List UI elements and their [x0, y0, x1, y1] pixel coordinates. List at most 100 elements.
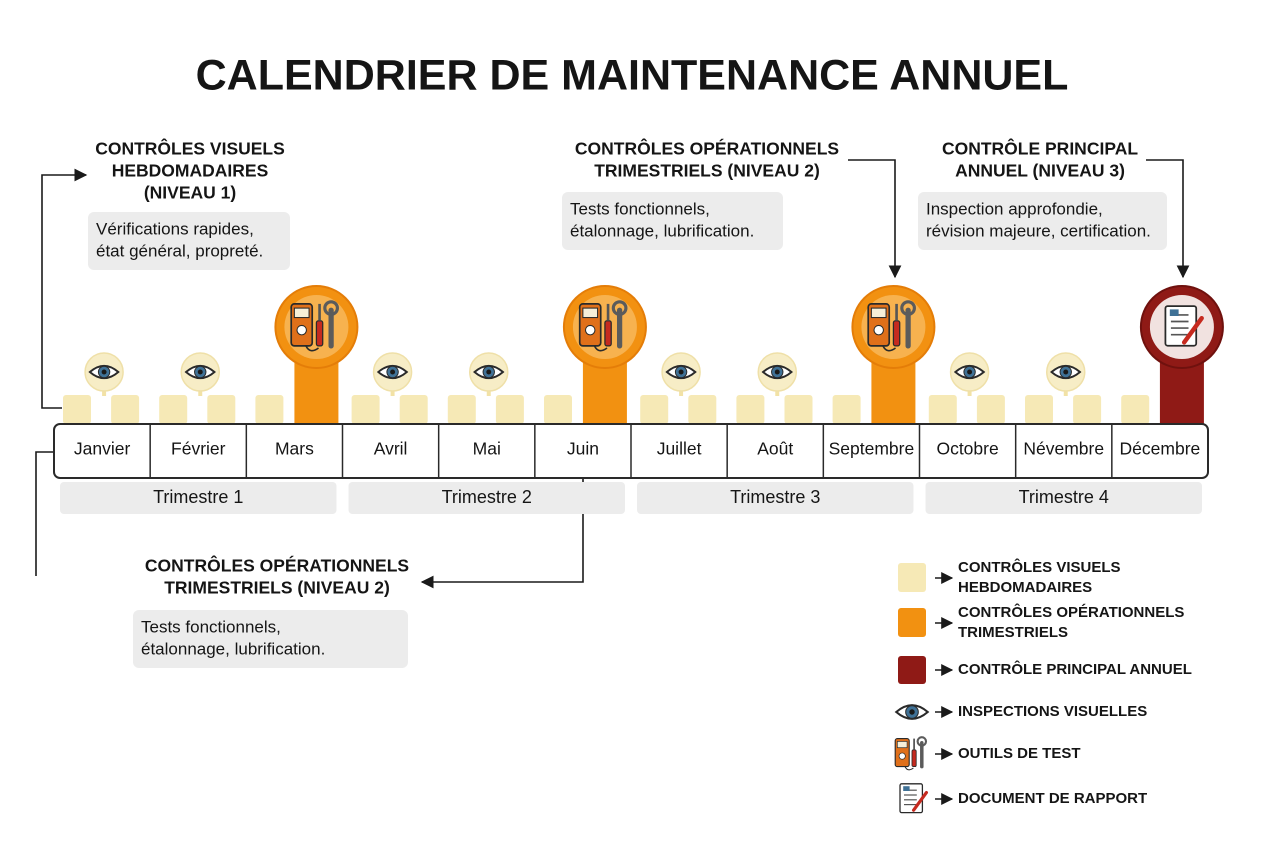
- weekly-check-block: [688, 395, 717, 424]
- month-label: Avril: [374, 439, 408, 459]
- connector: [35, 451, 54, 576]
- eye-pupil: [967, 369, 973, 375]
- tools-icon: [578, 300, 628, 352]
- screwdriver: [604, 320, 612, 347]
- weekly-check-block: [63, 395, 91, 424]
- legend-swatch: [898, 656, 926, 684]
- weekly-check-block: [159, 395, 188, 424]
- month-label: Mars: [275, 439, 314, 459]
- quarter-bar: [348, 482, 625, 514]
- pen: [912, 790, 929, 812]
- weekly-check-block: [544, 395, 572, 424]
- eye-icon: [184, 364, 216, 380]
- legend-label: INSPECTIONS VISUELLES: [958, 703, 1147, 720]
- quarter-bar: [60, 482, 337, 514]
- callout-description: Tests fonctionnels,: [570, 199, 710, 218]
- screwdriver: [892, 320, 901, 347]
- callout-description: Tests fonctionnels,: [141, 617, 281, 636]
- weekly-check-block: [976, 395, 1005, 424]
- eye-pupil: [1063, 369, 1069, 375]
- callout-description: Vérifications rapides,: [96, 219, 254, 238]
- legend-label: CONTRÔLE PRINCIPAL ANNUEL: [958, 660, 1192, 678]
- month-label: Juillet: [657, 439, 702, 459]
- weekly-check-block: [640, 395, 669, 424]
- callout-title: CONTRÔLES VISUELS: [95, 138, 285, 159]
- eye-pupil: [486, 369, 492, 375]
- eye-pupil: [774, 369, 780, 375]
- legend-swatch: [898, 563, 926, 592]
- month-label: Mai: [473, 439, 501, 459]
- callout-title: CONTRÔLES OPÉRATIONNELS: [575, 138, 839, 159]
- weekly-check-block: [1073, 395, 1102, 424]
- multimeter-screen: [582, 307, 599, 319]
- multimeter-screen: [896, 741, 908, 749]
- callout-box: [133, 610, 408, 668]
- quarter-label: Trimestre 4: [1019, 487, 1109, 507]
- document-icon: [899, 783, 929, 814]
- month-label: Janvier: [74, 439, 131, 459]
- connector: [41, 168, 88, 409]
- connector: [420, 462, 584, 589]
- wrench-head: [611, 300, 628, 316]
- callout-description: révision majeure, certification.: [926, 221, 1151, 240]
- callout-description: étalonnage, lubrification.: [570, 221, 754, 240]
- month-label: Février: [171, 439, 226, 459]
- eye-pupil: [909, 709, 915, 715]
- screwdriver: [911, 749, 917, 768]
- callout-title: TRIMESTRIELS (NIVEAU 2): [164, 578, 390, 598]
- document-icon: [1164, 305, 1204, 347]
- month-label: Octobre: [936, 439, 998, 459]
- callout-box: [918, 192, 1167, 250]
- legend-swatch: [898, 608, 926, 637]
- eye-icon: [1050, 364, 1082, 380]
- callout-description: étalonnage, lubrification.: [141, 639, 325, 658]
- eye-pupil: [101, 369, 107, 375]
- legend-label: OUTILS DE TEST: [958, 745, 1081, 762]
- eye-icon: [88, 364, 120, 380]
- tools-icon: [290, 300, 339, 352]
- callout-title: TRIMESTRIELS (NIVEAU 2): [594, 161, 820, 181]
- callout-title: ANNUEL (NIVEAU 3): [955, 161, 1125, 181]
- weekly-check-block: [495, 395, 524, 424]
- probe-wire: [305, 345, 319, 352]
- multimeter-screen: [870, 307, 887, 319]
- month-label: Juin: [567, 439, 599, 459]
- wrench-head: [323, 300, 339, 316]
- document-badge: [903, 786, 910, 791]
- callout-box: [562, 192, 783, 250]
- multimeter-dial: [296, 324, 307, 336]
- weekly-check-block: [784, 395, 813, 424]
- connector: [1146, 159, 1190, 279]
- multimeter-dial: [873, 324, 884, 336]
- multimeter-screen: [293, 307, 310, 319]
- weekly-check-block: [447, 395, 476, 424]
- legend-label: TRIMESTRIELS: [958, 624, 1068, 641]
- eye-pupil: [390, 369, 396, 375]
- eye-icon: [376, 364, 409, 380]
- weekly-check-block: [832, 395, 861, 424]
- eye-icon: [665, 364, 697, 380]
- quarter-label: Trimestre 2: [442, 487, 532, 507]
- legend-label: DOCUMENT DE RAPPORT: [958, 790, 1147, 807]
- weekly-check-block: [928, 395, 957, 424]
- weekly-check-block: [207, 395, 236, 424]
- wrench-head: [916, 736, 928, 747]
- weekly-check-block: [111, 395, 140, 424]
- eye-pupil: [678, 369, 684, 375]
- weekly-check-block: [736, 395, 765, 424]
- weekly-check-block: [1025, 395, 1053, 424]
- quarter-bar: [637, 482, 914, 514]
- connector: [848, 159, 902, 279]
- weekly-check-block: [399, 395, 428, 424]
- legend-label: CONTRÔLES OPÉRATIONNELS: [958, 603, 1184, 621]
- quarter-label: Trimestre 3: [730, 487, 820, 507]
- callout-description: état général, propreté.: [96, 241, 263, 260]
- quarter-bar: [925, 482, 1202, 514]
- tools-icon: [894, 736, 928, 771]
- callout-title: CONTRÔLES OPÉRATIONNELS: [145, 555, 409, 576]
- month-label: Septembre: [829, 439, 915, 459]
- quarter-label: Trimestre 1: [153, 487, 243, 507]
- probe-wire: [593, 345, 608, 352]
